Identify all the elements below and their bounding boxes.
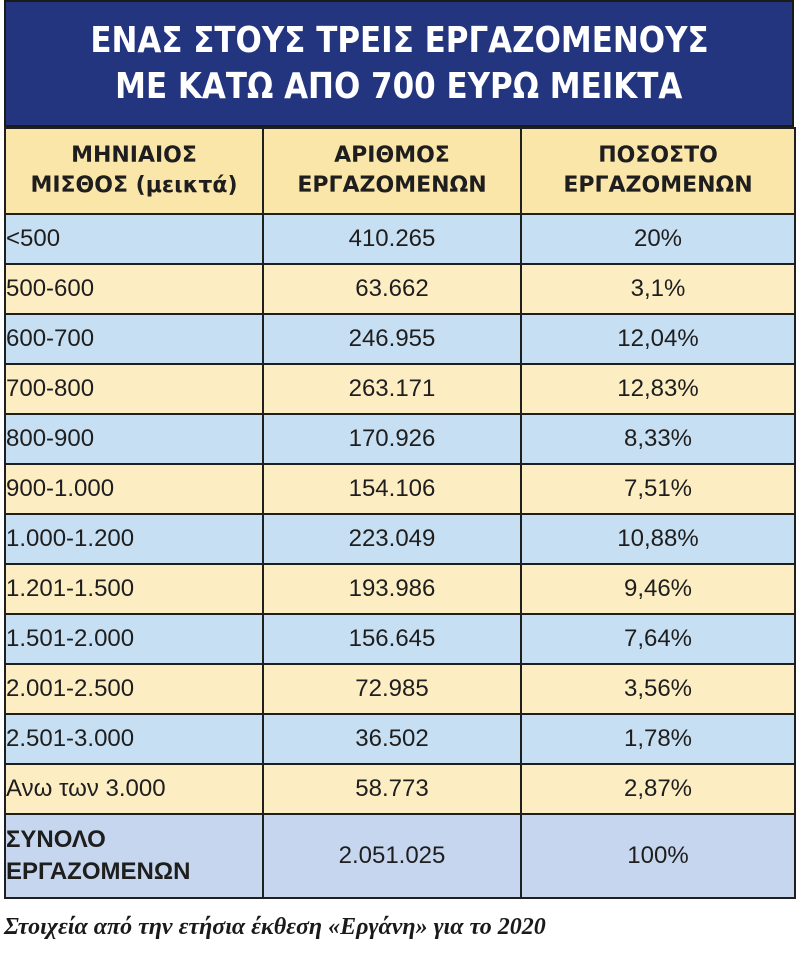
header-employee-count-line-2: ΕΡΓΑΖΟΜΕΝΩΝ bbox=[297, 173, 487, 198]
salary-table-figure: ΕΝΑΣ ΣΤΟΥΣ ΤΡΕΙΣ ΕΡΓΑΖΟΜΕΝΟΥΣ ΜΕ ΚΑΤΩ ΑΠ… bbox=[4, 0, 796, 940]
table-row: 2.501-3.000 36.502 1,78% bbox=[4, 713, 796, 765]
table-row: 1.201-1.500 193.986 9,46% bbox=[4, 563, 796, 615]
total-label-line-2: ΕΡΓΑΖΟΜΕΝΩΝ bbox=[6, 858, 191, 885]
salary-range-cell: 1.501-2.000 bbox=[4, 613, 264, 665]
salary-range-cell: 1.201-1.500 bbox=[4, 563, 264, 615]
header-monthly-salary-line-1: ΜΗΝΙΑΙΟΣ bbox=[71, 143, 197, 168]
total-label-line-1: ΣΥΝΟΛΟ bbox=[6, 826, 106, 853]
table-row: <500 410.265 20% bbox=[4, 213, 796, 265]
salary-range-cell: 600-700 bbox=[4, 313, 264, 365]
employee-count-cell: 263.171 bbox=[262, 363, 522, 415]
employee-count-cell: 58.773 bbox=[262, 763, 522, 815]
employee-percent-cell: 10,88% bbox=[520, 513, 796, 565]
header-row: ΜΗΝΙΑΙΟΣ ΜΙΣΘΟΣ (μεικτά) ΑΡΙΘΜΟΣ ΕΡΓΑΖΟΜ… bbox=[4, 127, 796, 215]
employee-percent-cell: 8,33% bbox=[520, 413, 796, 465]
employee-count-cell: 36.502 bbox=[262, 713, 522, 765]
employee-percent-cell: 2,87% bbox=[520, 763, 796, 815]
employee-percent-cell: 7,51% bbox=[520, 463, 796, 515]
employee-count-cell: 193.986 bbox=[262, 563, 522, 615]
source-caption: Στοιχεία από την ετήσια έκθεση «Εργάνη» … bbox=[4, 914, 546, 940]
header-employee-count-line-1: ΑΡΙΘΜΟΣ bbox=[334, 143, 450, 168]
total-percent-cell: 100% bbox=[520, 813, 796, 899]
salary-range-cell: 1.000-1.200 bbox=[4, 513, 264, 565]
title-bar: ΕΝΑΣ ΣΤΟΥΣ ΤΡΕΙΣ ΕΡΓΑΖΟΜΕΝΟΥΣ ΜΕ ΚΑΤΩ ΑΠ… bbox=[4, 0, 794, 127]
employee-percent-cell: 1,78% bbox=[520, 713, 796, 765]
employee-percent-cell: 12,04% bbox=[520, 313, 796, 365]
table-row: 1.000-1.200 223.049 10,88% bbox=[4, 513, 796, 565]
salary-range-cell: 700-800 bbox=[4, 363, 264, 415]
employee-count-cell: 63.662 bbox=[262, 263, 522, 315]
salary-range-cell: 900-1.000 bbox=[4, 463, 264, 515]
table-row: 2.001-2.500 72.985 3,56% bbox=[4, 663, 796, 715]
salary-range-cell: 2.501-3.000 bbox=[4, 713, 264, 765]
total-count-cell: 2.051.025 bbox=[262, 813, 522, 899]
employee-percent-cell: 3,1% bbox=[520, 263, 796, 315]
salary-range-cell: Ανω των 3.000 bbox=[4, 763, 264, 815]
table-row: 900-1.000 154.106 7,51% bbox=[4, 463, 796, 515]
employee-percent-cell: 12,83% bbox=[520, 363, 796, 415]
salary-range-cell: 2.001-2.500 bbox=[4, 663, 264, 715]
employee-count-cell: 156.645 bbox=[262, 613, 522, 665]
table-row: 600-700 246.955 12,04% bbox=[4, 313, 796, 365]
table-row: 1.501-2.000 156.645 7,64% bbox=[4, 613, 796, 665]
employee-percent-cell: 20% bbox=[520, 213, 796, 265]
employee-percent-cell: 9,46% bbox=[520, 563, 796, 615]
salary-range-cell: <500 bbox=[4, 213, 264, 265]
total-label-cell: ΣΥΝΟΛΟ ΕΡΓΑΖΟΜΕΝΩΝ bbox=[4, 813, 264, 899]
employee-count-cell: 170.926 bbox=[262, 413, 522, 465]
title-line-2: ΜΕ ΚΑΤΩ ΑΠΟ 700 ΕΥΡΩ ΜΕΙΚΤΑ bbox=[115, 65, 683, 107]
title-line-1: ΕΝΑΣ ΣΤΟΥΣ ΤΡΕΙΣ ΕΡΓΑΖΟΜΕΝΟΥΣ bbox=[89, 19, 709, 61]
salary-table: ΜΗΝΙΑΙΟΣ ΜΙΣΘΟΣ (μεικτά) ΑΡΙΘΜΟΣ ΕΡΓΑΖΟΜ… bbox=[4, 127, 796, 899]
employee-count-cell: 154.106 bbox=[262, 463, 522, 515]
employee-count-cell: 72.985 bbox=[262, 663, 522, 715]
table-row: 700-800 263.171 12,83% bbox=[4, 363, 796, 415]
total-row: ΣΥΝΟΛΟ ΕΡΓΑΖΟΜΕΝΩΝ 2.051.025 100% bbox=[4, 813, 796, 899]
employee-count-cell: 410.265 bbox=[262, 213, 522, 265]
salary-range-cell: 800-900 bbox=[4, 413, 264, 465]
employee-count-cell: 223.049 bbox=[262, 513, 522, 565]
table-row: 800-900 170.926 8,33% bbox=[4, 413, 796, 465]
header-employee-count: ΑΡΙΘΜΟΣ ΕΡΓΑΖΟΜΕΝΩΝ bbox=[262, 127, 522, 215]
employee-percent-cell: 3,56% bbox=[520, 663, 796, 715]
salary-range-cell: 500-600 bbox=[4, 263, 264, 315]
table-row: 500-600 63.662 3,1% bbox=[4, 263, 796, 315]
header-employee-percent-line-2: ΕΡΓΑΖΟΜΕΝΩΝ bbox=[563, 173, 753, 198]
header-monthly-salary-line-2: ΜΙΣΘΟΣ (μεικτά) bbox=[30, 173, 238, 198]
header-employee-percent-line-1: ΠΟΣΟΣΤΟ bbox=[598, 143, 718, 168]
employee-percent-cell: 7,64% bbox=[520, 613, 796, 665]
employee-count-cell: 246.955 bbox=[262, 313, 522, 365]
header-employee-percent: ΠΟΣΟΣΤΟ ΕΡΓΑΖΟΜΕΝΩΝ bbox=[520, 127, 796, 215]
header-monthly-salary: ΜΗΝΙΑΙΟΣ ΜΙΣΘΟΣ (μεικτά) bbox=[4, 127, 264, 215]
table-row: Ανω των 3.000 58.773 2,87% bbox=[4, 763, 796, 815]
